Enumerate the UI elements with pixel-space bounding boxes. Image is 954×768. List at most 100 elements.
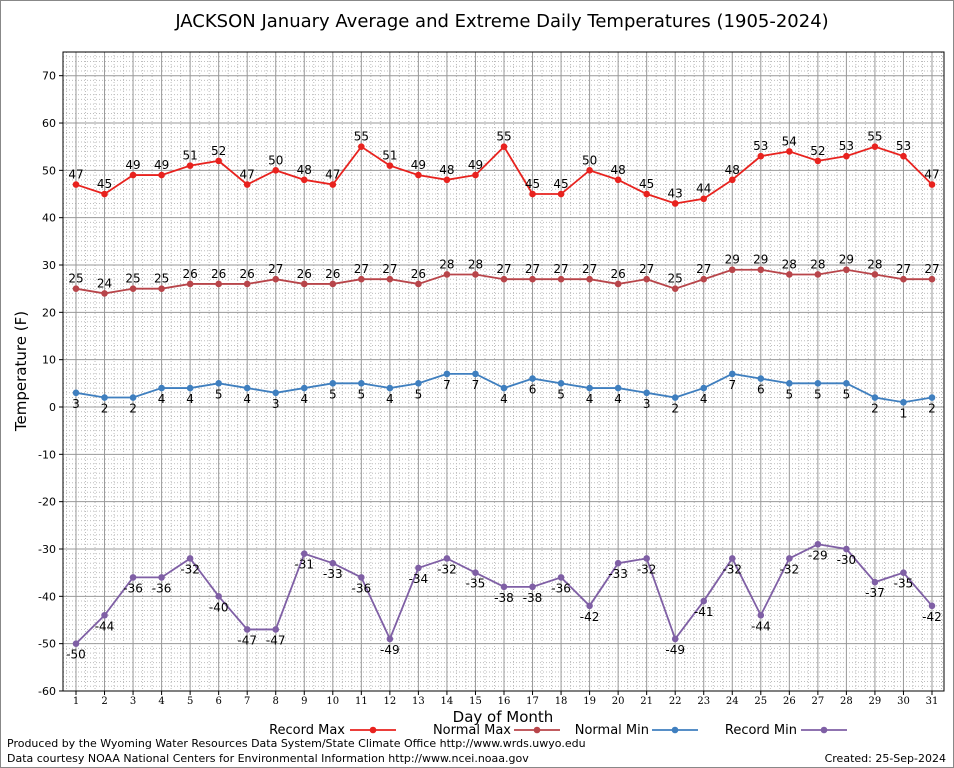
- data-point: [786, 148, 793, 155]
- data-point: [529, 190, 536, 198]
- data-point: [300, 550, 308, 558]
- y-tick-label: 60: [42, 117, 56, 130]
- data-point: [557, 190, 565, 198]
- data-point: [415, 380, 422, 387]
- data-label: 4: [500, 392, 508, 406]
- x-tick-label: 21: [640, 696, 653, 707]
- data-label: 24: [97, 276, 112, 290]
- data-label: -35: [466, 577, 486, 591]
- data-label: 4: [243, 392, 251, 406]
- created-date: Created: 25-Sep-2024: [824, 752, 946, 765]
- data-label: 26: [297, 267, 312, 281]
- data-label: 47: [68, 168, 83, 182]
- data-label: 27: [696, 262, 711, 276]
- data-point: [786, 380, 793, 387]
- data-point: [158, 384, 165, 392]
- data-label: 49: [125, 158, 140, 172]
- x-tick-label: 30: [897, 696, 910, 707]
- x-tick-label: 11: [355, 696, 368, 707]
- data-label: 26: [211, 267, 226, 281]
- legend: Record Max Normal Max Normal Min Record Min: [269, 723, 847, 738]
- data-label: 49: [411, 158, 426, 172]
- data-label: 28: [782, 257, 797, 271]
- data-point: [443, 370, 451, 378]
- data-label: -49: [380, 643, 400, 657]
- data-point: [329, 280, 337, 288]
- data-label: 5: [358, 387, 366, 401]
- data-label: -41: [694, 605, 714, 619]
- data-label: 53: [839, 139, 854, 153]
- data-point: [300, 280, 308, 288]
- x-tick-label: 2: [101, 696, 107, 707]
- data-label: -35: [894, 577, 914, 591]
- data-point: [329, 181, 337, 188]
- data-label: 7: [472, 378, 480, 392]
- data-point: [215, 280, 222, 288]
- x-tick-label: 26: [783, 696, 796, 707]
- data-point: [757, 375, 765, 382]
- data-point: [72, 285, 80, 292]
- data-label: 26: [182, 267, 197, 281]
- data-point: [928, 275, 936, 283]
- data-label: 7: [728, 378, 736, 392]
- data-point: [186, 162, 194, 169]
- data-point: [472, 370, 479, 378]
- data-label: 26: [411, 267, 426, 281]
- data-point: [871, 271, 879, 278]
- data-point: [786, 555, 793, 562]
- data-label: 45: [525, 177, 540, 191]
- data-point: [158, 285, 165, 292]
- data-label: 27: [582, 262, 597, 276]
- data-point: [643, 190, 650, 198]
- y-tick-label: 70: [42, 70, 56, 83]
- data-label: 47: [240, 168, 255, 182]
- data-point: [272, 626, 280, 633]
- x-tick-label: 25: [754, 696, 767, 707]
- data-point: [728, 266, 736, 274]
- y-tick-label: 40: [42, 212, 56, 225]
- data-point: [443, 176, 451, 184]
- data-point: [700, 597, 708, 605]
- data-point: [700, 275, 708, 283]
- grid-lines: [63, 51, 944, 692]
- data-label: -32: [780, 562, 800, 576]
- data-label: 49: [468, 158, 483, 172]
- series-normal-max: 25 24 25 25 26 26 26 27 26 26 27 27 26 28 28 27 27 27 27 26…: [68, 253, 940, 297]
- data-label: -42: [922, 610, 942, 624]
- data-label: 5: [814, 387, 822, 401]
- data-label: -47: [237, 633, 257, 647]
- data-point: [843, 380, 850, 387]
- data-label: 48: [297, 163, 312, 177]
- data-label: -36: [352, 581, 372, 595]
- data-label: -36: [551, 581, 571, 595]
- data-point: [129, 394, 137, 401]
- data-label: 5: [215, 387, 223, 401]
- data-label: 47: [924, 168, 939, 182]
- data-label: 2: [871, 402, 879, 416]
- x-tick-label: 1: [73, 696, 79, 707]
- data-point: [757, 266, 765, 274]
- data-point: [129, 574, 137, 581]
- x-tick-label: 28: [840, 696, 853, 707]
- legend-label: Record Min: [725, 723, 797, 738]
- x-tick-label: 9: [301, 696, 307, 707]
- data-label: 53: [896, 139, 911, 153]
- data-label: 28: [810, 257, 825, 271]
- data-label: 27: [354, 262, 369, 276]
- x-tick-label: 10: [326, 696, 339, 707]
- data-point: [614, 559, 622, 567]
- y-tick-label: -40: [38, 590, 56, 603]
- data-label: -40: [209, 600, 229, 614]
- data-label: 6: [529, 383, 537, 397]
- data-label: 47: [325, 168, 340, 182]
- x-tick-label: 3: [130, 696, 136, 707]
- legend-label: Normal Min: [575, 723, 649, 738]
- data-label: 3: [272, 397, 280, 411]
- data-label: 28: [468, 257, 483, 271]
- data-point: [72, 389, 80, 397]
- data-point: [243, 384, 251, 392]
- x-tick-label: 31: [926, 696, 939, 707]
- x-tick-label: 6: [215, 696, 221, 707]
- x-tick-label: 22: [669, 696, 682, 707]
- data-label: 27: [382, 262, 397, 276]
